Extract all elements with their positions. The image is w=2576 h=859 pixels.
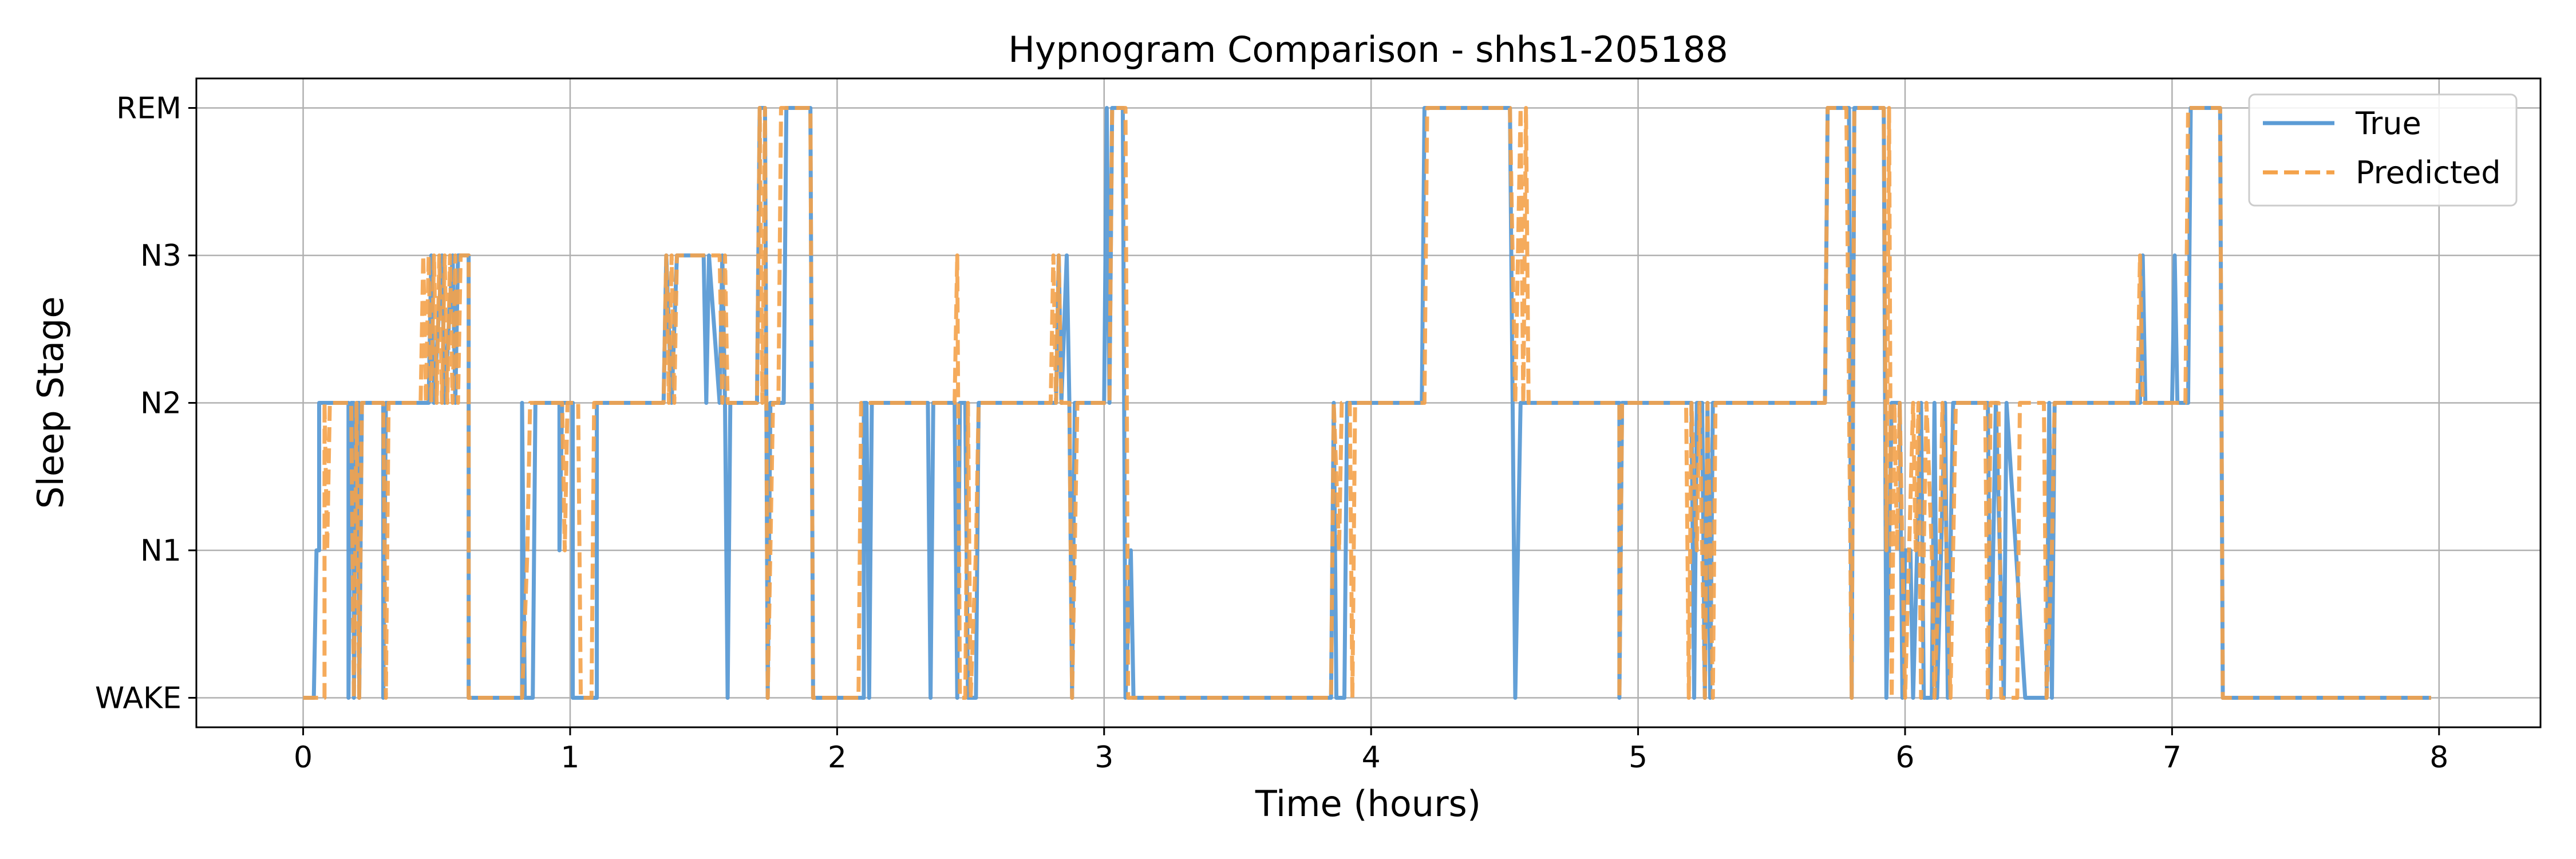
x-tick-label: 2 [828, 740, 847, 775]
legend-label-predicted: Predicted [2356, 155, 2501, 191]
series-line-predicted [303, 106, 2431, 700]
x-tick-label: 3 [1095, 740, 1113, 775]
chart-title: Hypnogram Comparison - shhs1-205188 [1008, 29, 1728, 70]
x-tick-label: 8 [2429, 740, 2448, 775]
series-layer [303, 106, 2431, 700]
x-tick-label: 1 [560, 740, 579, 775]
x-tick-label: 7 [2163, 740, 2182, 775]
y-tick-label: N2 [140, 387, 181, 421]
y-axis-label: Sleep Stage [30, 296, 72, 509]
x-tick-label: 6 [1895, 740, 1914, 775]
y-tick-label: REM [116, 92, 181, 126]
x-tick-label: 5 [1629, 740, 1647, 775]
legend: True Predicted [2248, 93, 2518, 207]
x-tick-label: 4 [1362, 740, 1381, 775]
x-axis-label: Time (hours) [1255, 783, 1481, 825]
y-tick-label: N3 [140, 239, 181, 273]
y-tick-label: N1 [140, 534, 181, 568]
axis-ticks: 0 1 2 3 4 5 6 7 8 WAKE N1 N2 N3 REM [95, 92, 2448, 775]
legend-label-true: True [2355, 105, 2421, 141]
y-tick-label: WAKE [95, 681, 181, 716]
x-tick-label: 0 [294, 740, 313, 775]
